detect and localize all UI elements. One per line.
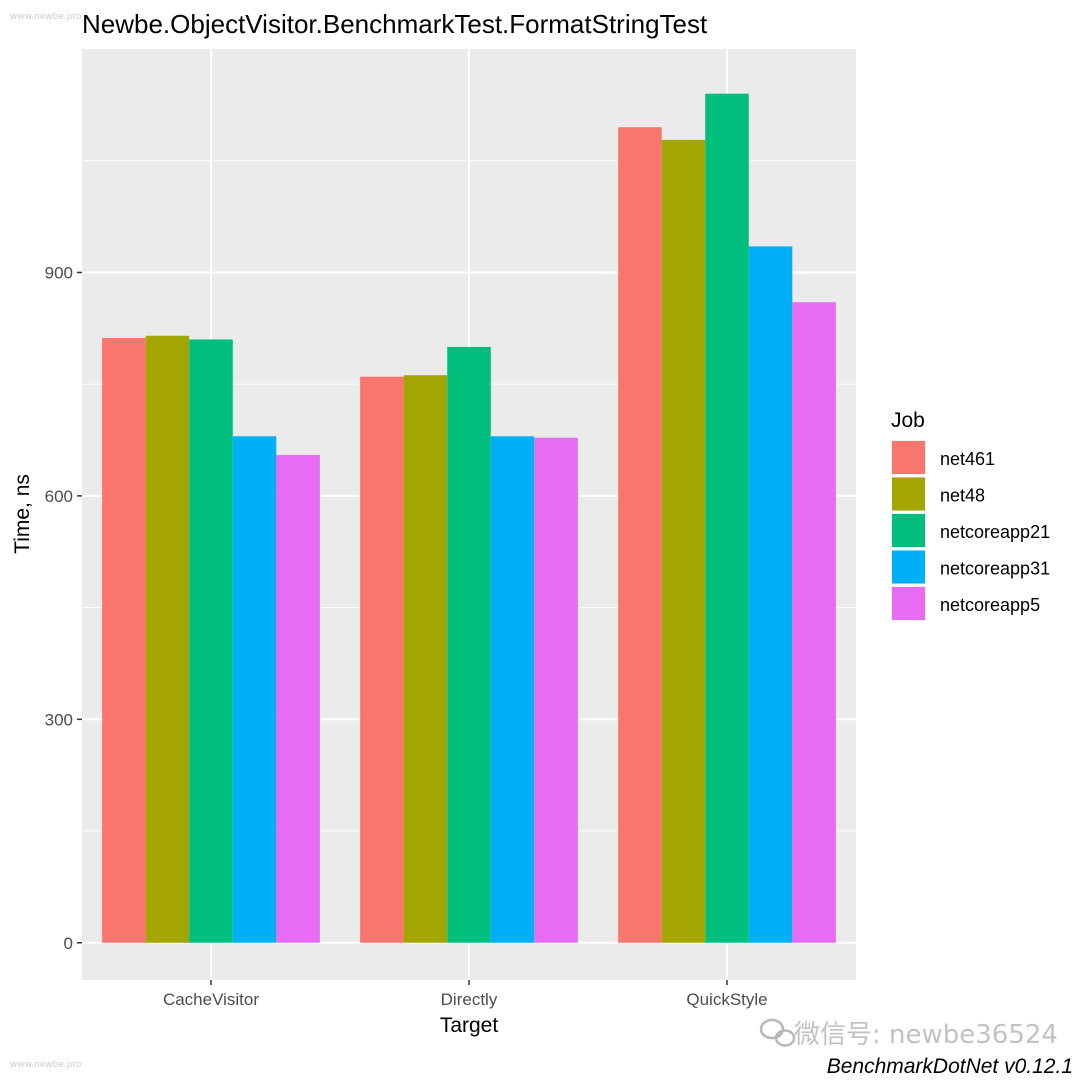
bar-netcoreapp21-CacheVisitor [189,339,233,943]
y-tick-label: 600 [45,487,73,506]
watermark-top: www.newbe.pro [10,12,82,22]
legend-swatch-netcoreapp5 [892,587,925,620]
bar-netcoreapp5-QuickStyle [792,302,836,943]
wechat-id: 微信号: newbe36524 [794,1020,1058,1050]
bar-netcoreapp5-CacheVisitor [276,454,320,943]
y-axis: 0 300 600 900 [45,263,82,953]
wechat-logo-icon [759,1018,796,1047]
legend-label-netcoreapp21: netcoreapp21 [940,522,1050,542]
legend-swatch-netcoreapp21 [892,514,925,547]
bar-netcoreapp31-Directly [490,436,535,943]
bar-net461-CacheVisitor [102,337,146,943]
legend-title: Job [891,409,925,432]
bar-net48-CacheVisitor [145,335,190,943]
x-tick-label: QuickStyle [686,990,767,1009]
y-tick-label: 900 [45,263,73,282]
footer-caption: BenchmarkDotNet v0.12.1 [827,1055,1073,1078]
legend-label-net48: net48 [940,486,985,506]
bar-netcoreapp5-Directly [534,437,578,943]
bar-net461-QuickStyle [618,127,662,943]
y-tick-label: 300 [45,710,73,729]
bar-netcoreapp21-QuickStyle [705,93,749,943]
chart-title: Newbe.ObjectVisitor.BenchmarkTest.Format… [82,9,708,39]
wechat-watermark: 微信号: newbe36524 [759,1018,1058,1050]
legend-label-net461: net461 [940,449,995,469]
y-axis-title: Time, ns [11,474,34,554]
x-axis-title: Target [440,1014,499,1037]
bar-net461-Directly [360,376,404,943]
bar-netcoreapp31-CacheVisitor [232,436,277,943]
bar-netcoreapp31-QuickStyle [748,246,793,943]
legend-label-netcoreapp31: netcoreapp31 [940,559,1050,579]
x-tick-label: CacheVisitor [163,990,259,1009]
x-axis: CacheVisitor Directly QuickStyle [163,980,768,1009]
watermark-bottom: www.newbe.pro [10,1060,82,1070]
legend-label-netcoreapp5: netcoreapp5 [940,595,1040,615]
y-tick-label: 0 [64,934,73,953]
bar-net48-QuickStyle [661,139,706,943]
legend-swatch-net461 [892,441,925,474]
legend-swatch-netcoreapp31 [892,550,925,584]
legend-swatch-net48 [892,477,925,511]
x-tick-label: Directly [441,990,498,1009]
legend: net461 net48 netcoreapp21 netcoreapp31 netco… [891,440,1050,621]
bar-netcoreapp21-Directly [447,346,491,943]
bars [102,93,836,943]
bar-net48-Directly [403,375,448,943]
